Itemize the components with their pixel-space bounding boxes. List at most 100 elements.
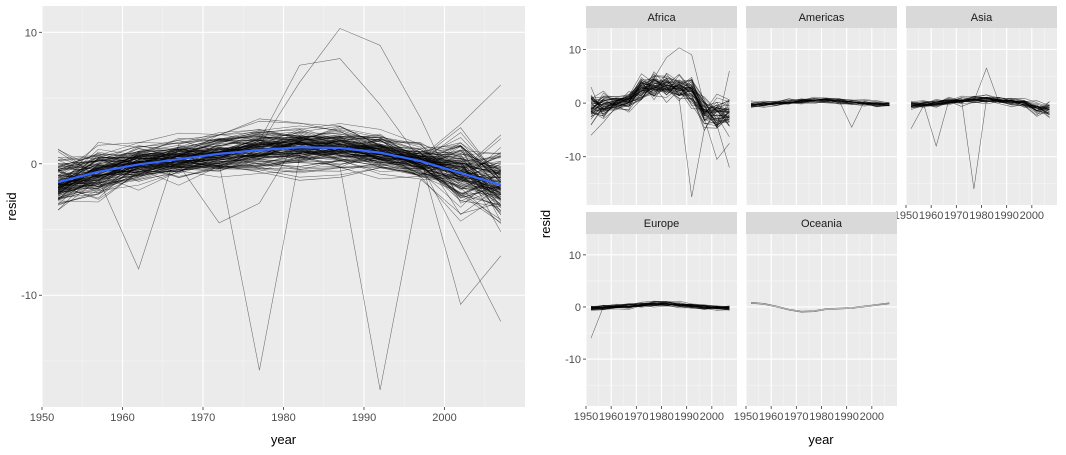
facet-line [590, 79, 730, 113]
facet-line [750, 99, 890, 106]
facet-asia: Asia 1950 1960 1970 1980 1990 2000 [894, 6, 1057, 222]
facet-strip-label: Europe [644, 218, 679, 230]
facet-lines [590, 300, 730, 339]
residual-line [58, 153, 501, 195]
x-tick-label: 1960 [110, 412, 134, 424]
x-tick-label: 2000 [1020, 210, 1044, 222]
x-tick-label: 1970 [191, 412, 215, 424]
facet-europe: Europe -10 0 10 1950 1960 1970 1980 1990 2000 [565, 212, 737, 423]
x-tick-label: 1950 [574, 411, 598, 423]
x-tick-label: 1990 [834, 411, 858, 423]
residual-line [58, 146, 501, 182]
facet-line [590, 84, 730, 124]
y-tick-label: 0 [31, 159, 37, 171]
residual-line [58, 132, 501, 201]
facet-lines [910, 67, 1050, 189]
facet-africa: Africa -10 0 10 [565, 6, 737, 205]
x-tick-label: 1980 [809, 411, 833, 423]
facet-strip [906, 6, 1057, 28]
facet-strip-label: Americas [799, 12, 845, 24]
facet-lines [750, 96, 890, 128]
facet-line [590, 304, 730, 310]
y-tick-label: -10 [565, 354, 581, 366]
facet-line [750, 99, 890, 107]
residual-line [57, 145, 501, 213]
x-axis-title: year [271, 432, 297, 447]
y-tick-label: 0 [575, 98, 581, 110]
x-tick-label: 1960 [919, 210, 943, 222]
residual-line [58, 145, 501, 187]
facet-lines [750, 302, 890, 313]
facet-line [910, 97, 1050, 109]
smooth-trend-line [57, 146, 502, 186]
residual-line [58, 135, 501, 194]
y-tick-label: 10 [569, 250, 581, 262]
x-tick-label: 1970 [784, 411, 808, 423]
residual-line [57, 146, 501, 182]
facet-line [750, 303, 890, 313]
facet-strip [586, 212, 737, 234]
facet-line [590, 85, 730, 138]
facet-line [750, 98, 890, 105]
residual-line [58, 138, 501, 212]
facet-lines [590, 47, 730, 198]
residual-line [58, 158, 501, 211]
y-tick-label: -10 [565, 152, 581, 164]
facet-line [910, 98, 1050, 109]
facet-strip-label: Africa [647, 12, 676, 24]
y-tick-label: 10 [25, 27, 37, 39]
facet-line [750, 100, 890, 108]
y-tick-label: 10 [569, 44, 581, 56]
facet-oceania: Oceania 1950 1960 1970 1980 1990 2000 [734, 212, 897, 423]
x-tick-label: 1970 [944, 210, 968, 222]
x-tick-label: 1990 [674, 411, 698, 423]
residual-line [58, 123, 501, 200]
facet-line [750, 98, 890, 104]
facet-strip [746, 212, 897, 234]
residual-line [57, 149, 501, 175]
residual-line [57, 135, 502, 232]
x-tick-label: 1980 [969, 210, 993, 222]
facet-line [750, 96, 890, 104]
residual-line [58, 125, 501, 200]
residual-line [58, 141, 501, 194]
x-tick-label: 1960 [759, 411, 783, 423]
facet-strip-label: Asia [971, 12, 993, 24]
facet-line [590, 79, 730, 123]
facet-line [910, 99, 1050, 113]
y-tick-label: 0 [575, 302, 581, 314]
x-tick-label: 1960 [599, 411, 623, 423]
x-tick-label: 1980 [649, 411, 673, 423]
facet-strip-label: Oceania [801, 218, 843, 230]
x-tick-label: 2000 [700, 411, 724, 423]
x-tick-label: 1990 [994, 210, 1018, 222]
facet-line [910, 100, 1050, 118]
facet-line [590, 78, 730, 121]
x-axis-title: year [808, 432, 834, 447]
y-tick-label: -10 [21, 290, 37, 302]
facet-line [590, 75, 730, 113]
facet-line [910, 100, 1050, 114]
facet-line [750, 302, 890, 312]
y-axis-title: resid [4, 192, 19, 220]
facet-line [590, 87, 730, 132]
residual-line [58, 144, 501, 191]
x-tick-label: 1950 [30, 412, 54, 424]
x-tick-label: 2000 [860, 411, 884, 423]
residual-line [57, 152, 501, 199]
y-axis-title: resid [538, 210, 553, 238]
facet-strip [746, 6, 897, 28]
x-tick-label: 2000 [432, 412, 456, 424]
x-tick-label: 1970 [624, 411, 648, 423]
facet-line [590, 303, 730, 311]
facet-americas: Americas [745, 6, 897, 205]
x-tick-label: 1990 [352, 412, 376, 424]
facet-line [590, 86, 730, 119]
facet-strip [586, 6, 737, 28]
facet-line [590, 87, 730, 129]
facet-line [910, 96, 1050, 114]
x-tick-label: 1950 [734, 411, 758, 423]
x-tick-label: 1980 [271, 412, 295, 424]
